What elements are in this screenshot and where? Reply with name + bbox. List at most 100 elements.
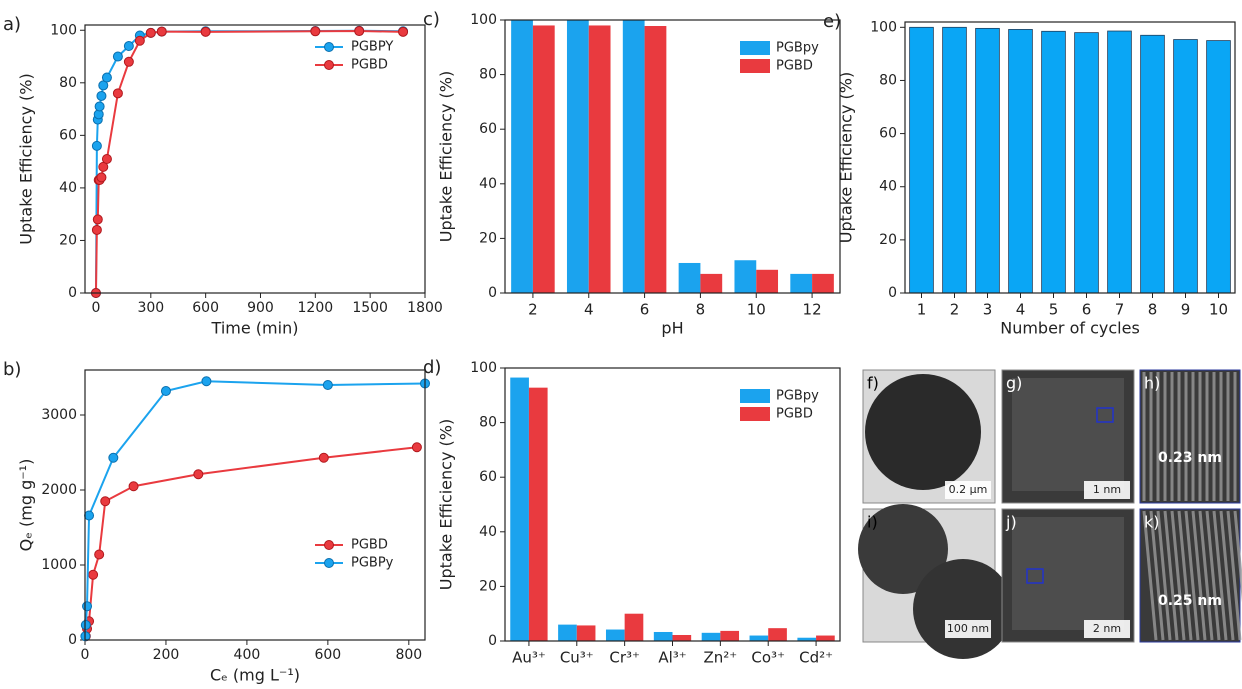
x-tick-label: 10 <box>747 301 766 319</box>
scale-box <box>945 620 991 638</box>
data-point <box>112 51 123 62</box>
bar <box>672 634 692 641</box>
y-tick-label: 2000 <box>41 482 77 498</box>
plot-frame <box>84 369 426 641</box>
bar <box>1140 34 1165 294</box>
bar <box>653 631 673 641</box>
x-axis-label: Time (min) <box>211 319 299 338</box>
x-tick-label: 7 <box>1115 301 1125 319</box>
y-tick-label: 20 <box>59 232 77 248</box>
y-tick-label: 0 <box>888 285 897 301</box>
data-point <box>94 101 105 112</box>
x-tick-label: Al³⁺ <box>658 649 686 667</box>
bar <box>1041 30 1066 294</box>
spacing-label: 0.23 nm <box>1158 450 1222 466</box>
legend-label: PGBPY <box>351 40 393 55</box>
data-point <box>398 26 409 37</box>
data-point <box>84 510 95 521</box>
lattice-fringe <box>1226 510 1242 641</box>
particle <box>865 374 981 490</box>
spacing-label: 0.25 nm <box>1158 593 1222 609</box>
y-axis-label: Uptake Efficiency (%) <box>437 71 456 242</box>
x-tick-label: 12 <box>803 301 822 319</box>
plot-frame <box>504 19 841 294</box>
bar <box>701 632 721 641</box>
lattice-fringe <box>1233 510 1242 603</box>
legend-label: PGBD <box>351 58 388 73</box>
y-axis-label: Qₑ (mg g⁻¹) <box>17 459 36 552</box>
x-tick-label: Co³⁺ <box>751 649 785 667</box>
y-tick-label: 0 <box>488 285 497 301</box>
lattice-fringe <box>1205 510 1221 641</box>
data-point <box>101 72 112 83</box>
x-axis-label: Cₑ (mg L⁻¹) <box>210 666 300 685</box>
y-tick-label: 100 <box>470 360 497 376</box>
lattice-region <box>1012 378 1124 491</box>
bar <box>566 20 589 293</box>
data-point <box>128 481 139 492</box>
x-tick-label: 900 <box>247 300 274 316</box>
data-point <box>200 26 211 37</box>
plot-frame <box>904 21 1236 294</box>
bar <box>1206 40 1231 294</box>
lattice-fringe <box>1184 510 1200 641</box>
lattice-fringe <box>1170 510 1186 641</box>
lattice-fringe <box>1198 510 1214 641</box>
data-point <box>310 26 321 37</box>
bar <box>942 26 967 294</box>
y-tick-label: 3000 <box>41 407 77 423</box>
bar <box>624 613 644 641</box>
x-tick-label: 9 <box>1181 301 1191 319</box>
plot-frame <box>504 367 841 642</box>
data-point <box>201 376 212 387</box>
data-point <box>156 26 167 37</box>
legend-label: PGBPy <box>351 556 394 571</box>
bar <box>749 635 769 641</box>
plot-frame <box>84 24 426 294</box>
data-point <box>80 620 91 630</box>
bar <box>797 637 817 641</box>
bar <box>734 260 757 293</box>
x-tick-label: 3 <box>983 301 993 319</box>
data-point <box>101 154 112 164</box>
lattice-region <box>1012 517 1124 630</box>
x-tick-label: 4 <box>1016 301 1026 319</box>
legend-swatch <box>740 389 770 403</box>
panel-label: a) <box>3 14 21 35</box>
data-point <box>160 386 171 396</box>
roi-box <box>1096 407 1114 423</box>
panel-label: k) <box>1144 513 1160 532</box>
legend-marker <box>324 540 334 550</box>
panel-label: j) <box>1005 513 1017 532</box>
y-tick-label: 40 <box>59 180 77 196</box>
y-tick-label: 0 <box>68 285 77 301</box>
legend-swatch <box>740 59 770 73</box>
bar <box>909 26 934 294</box>
bar <box>532 25 555 294</box>
legend-label: PGBD <box>351 538 388 553</box>
data-point <box>134 35 145 46</box>
data-point <box>100 496 111 507</box>
x-tick-label: 8 <box>696 301 706 319</box>
y-tick-label: 80 <box>59 75 77 91</box>
data-point <box>193 469 204 480</box>
data-point <box>96 90 107 101</box>
bar <box>790 273 813 293</box>
panel-label: f) <box>867 374 879 393</box>
scale-bar-label: 2 nm <box>1093 622 1121 635</box>
legend-swatch <box>740 407 770 421</box>
y-tick-label: 20 <box>879 232 897 248</box>
x-tick-label: 6 <box>1082 301 1092 319</box>
roi-box <box>1026 568 1044 584</box>
bar <box>1173 39 1198 294</box>
y-tick-label: 20 <box>479 578 497 594</box>
legend-label: PGBD <box>776 407 813 422</box>
y-tick-label: 100 <box>470 12 497 28</box>
bar <box>588 25 611 294</box>
panel-label: e) <box>823 11 841 32</box>
x-tick-label: 8 <box>1148 301 1158 319</box>
legend-marker <box>324 60 334 70</box>
bar <box>720 630 740 641</box>
x-tick-label: 5 <box>1049 301 1059 319</box>
y-tick-label: 40 <box>479 524 497 540</box>
